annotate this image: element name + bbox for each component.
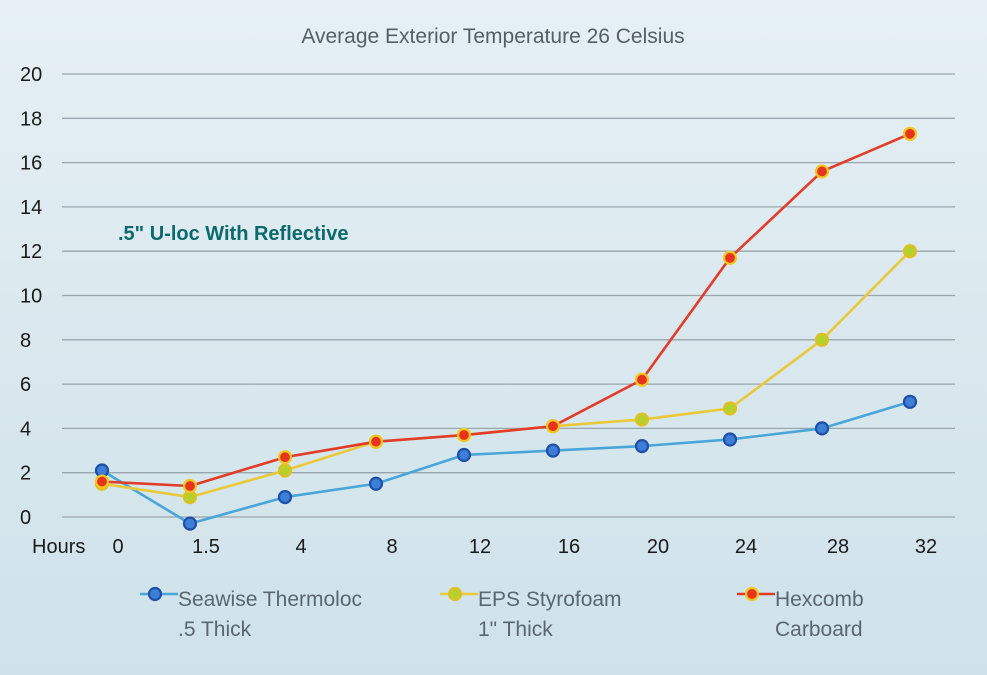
series-point-1 (277, 463, 293, 478)
x-axis-ticks: 0 1.5 4 8 12 16 20 24 28 32 (112, 536, 937, 558)
y-tick-label: 10 (20, 286, 42, 308)
y-tick-label: 4 (20, 418, 31, 440)
series-line-2 (101, 132, 911, 488)
series-point-2 (182, 478, 198, 494)
legend-swatch-marker (147, 586, 163, 602)
series-point-0 (722, 432, 738, 447)
series-point-2 (902, 126, 918, 141)
chart-annotation: .5" U-loc With Reflective (118, 223, 348, 245)
series-point-0 (277, 489, 293, 505)
y-tick-label: 20 (20, 64, 42, 86)
series-point-0 (545, 443, 561, 458)
series-point-1 (814, 332, 830, 347)
y-tick-label: 0 (20, 507, 31, 529)
y-tick-label: 12 (20, 241, 42, 263)
x-tick-label: 8 (386, 536, 397, 558)
x-tick-label: 4 (295, 536, 306, 558)
grid-lines (62, 73, 955, 518)
y-axis-ticks: 0 2 4 6 8 10 12 14 16 18 20 (20, 64, 42, 529)
series-point-1 (902, 244, 918, 259)
series-point-0 (634, 439, 650, 454)
x-tick-label: 20 (647, 536, 669, 558)
series-line-0 (101, 400, 911, 525)
x-tick-label: 28 (827, 536, 849, 558)
x-tick-label: 24 (735, 536, 757, 558)
series-point-2 (277, 450, 293, 465)
y-tick-label: 16 (20, 153, 42, 175)
legend-label: .5 Thick (178, 618, 252, 641)
y-tick-label: 14 (20, 197, 42, 219)
legend-swatch-marker (447, 586, 463, 602)
x-tick-label: 32 (915, 536, 937, 558)
series-lines (101, 132, 911, 525)
legend-item: Hexcomb Carboard (737, 586, 864, 641)
legend: Seawise Thermoloc .5 Thick EPS Styrofoam 1"… (140, 586, 864, 641)
y-tick-label: 6 (20, 374, 31, 396)
legend-label: EPS Styrofoam (478, 588, 622, 611)
series-point-1 (722, 401, 738, 416)
series-markers (94, 126, 918, 531)
y-tick-label: 8 (20, 330, 31, 352)
chart-title: Average Exterior Temperature 26 Celsius (301, 25, 684, 48)
legend-label: Hexcomb (775, 588, 864, 611)
x-axis-header: Hours (32, 536, 85, 558)
series-point-0 (814, 421, 830, 436)
legend-swatch-marker (744, 586, 760, 602)
x-tick-label: 16 (558, 536, 580, 558)
series-point-2 (722, 250, 738, 265)
series-point-2 (545, 419, 561, 434)
legend-label: Carboard (775, 618, 863, 641)
legend-label: Seawise Thermoloc (178, 588, 362, 611)
legend-item: Seawise Thermoloc .5 Thick (140, 586, 362, 641)
series-point-0 (456, 447, 472, 463)
series-point-0 (902, 394, 918, 409)
x-tick-label: 12 (469, 536, 491, 558)
series-point-0 (182, 516, 198, 531)
x-tick-label: 0 (112, 536, 123, 558)
series-line-1 (101, 250, 911, 499)
legend-item: EPS Styrofoam 1" Thick (440, 586, 622, 641)
series-point-2 (368, 434, 384, 449)
x-tick-label: 1.5 (192, 536, 220, 558)
series-point-2 (456, 427, 472, 443)
y-tick-label: 18 (20, 108, 42, 130)
series-point-2 (634, 372, 650, 387)
series-point-2 (814, 164, 830, 179)
legend-label: 1" Thick (478, 618, 553, 641)
series-point-0 (368, 476, 384, 491)
series-point-2 (94, 474, 110, 489)
y-tick-label: 2 (20, 463, 31, 485)
series-point-1 (634, 412, 650, 427)
